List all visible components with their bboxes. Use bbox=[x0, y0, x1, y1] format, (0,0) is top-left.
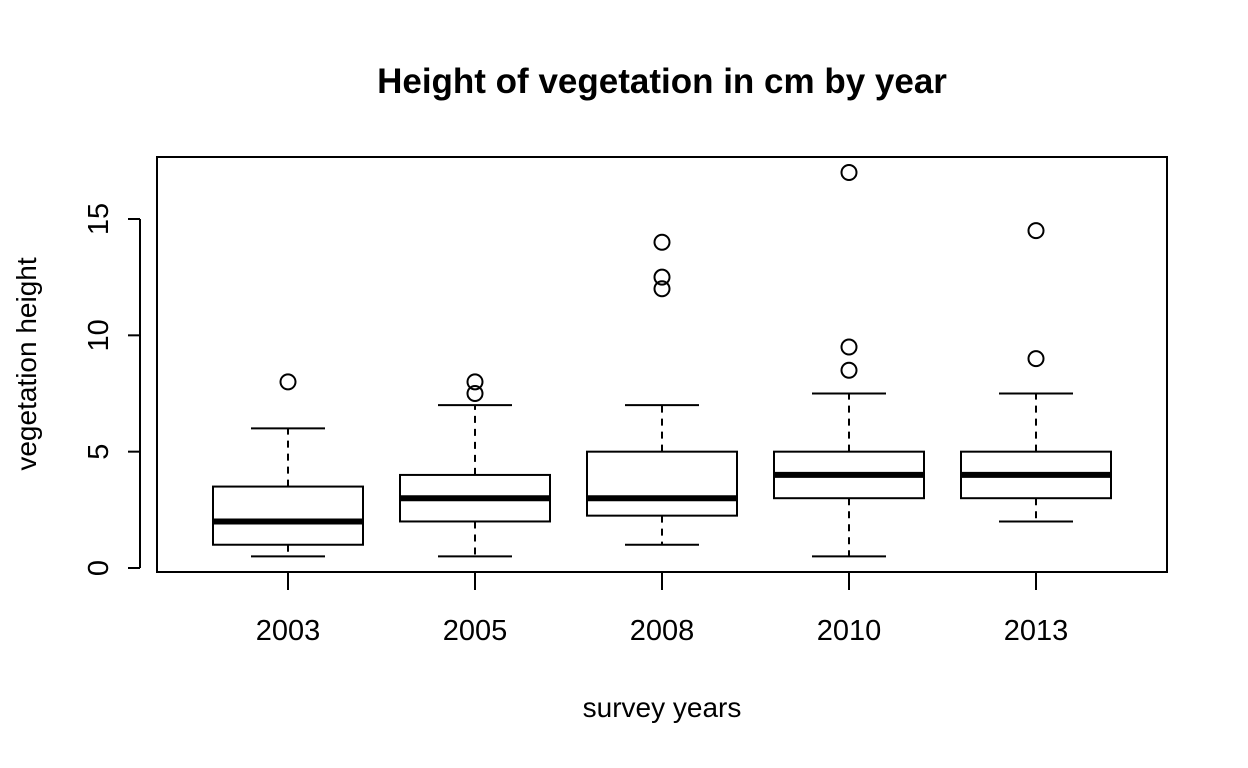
x-tick-label: 2013 bbox=[1004, 615, 1069, 647]
outlier-point bbox=[653, 268, 671, 286]
outlier-point bbox=[466, 373, 484, 391]
x-axis-label: survey years bbox=[583, 692, 742, 723]
x-tick-label: 2003 bbox=[256, 615, 321, 647]
y-axis-label: vegetation height bbox=[11, 257, 42, 471]
box-group-2008 bbox=[586, 233, 738, 546]
x-tick-label: 2008 bbox=[630, 615, 695, 647]
outlier-point bbox=[653, 280, 671, 298]
chart-title: Height of vegetation in cm by year bbox=[377, 62, 947, 101]
outlier-point bbox=[1027, 222, 1045, 240]
iqr-box bbox=[212, 485, 364, 546]
box-group-2003 bbox=[212, 373, 364, 558]
outlier-point bbox=[1027, 350, 1045, 368]
outlier-point bbox=[279, 373, 297, 391]
box-group-2013 bbox=[960, 222, 1112, 523]
x-tick-label: 2010 bbox=[817, 615, 882, 647]
y-tick-label: 10 bbox=[83, 319, 115, 351]
y-tick-label: 15 bbox=[83, 203, 115, 235]
y-axis: 0 5 10 15 bbox=[83, 203, 141, 576]
box-group-2010 bbox=[773, 163, 925, 558]
y-tick-label: 0 bbox=[83, 560, 115, 576]
iqr-box bbox=[586, 450, 738, 517]
x-tick-label: 2005 bbox=[443, 615, 508, 647]
outlier-point bbox=[840, 163, 858, 181]
boxes-layer bbox=[212, 163, 1112, 558]
outlier-point bbox=[653, 233, 671, 251]
y-tick-label: 5 bbox=[83, 444, 115, 460]
outlier-point bbox=[840, 361, 858, 379]
x-axis: 2003 2005 2008 2010 2013 bbox=[256, 571, 1069, 647]
outlier-point bbox=[466, 385, 484, 402]
outlier-point bbox=[840, 338, 858, 356]
box-group-2005 bbox=[399, 373, 551, 558]
